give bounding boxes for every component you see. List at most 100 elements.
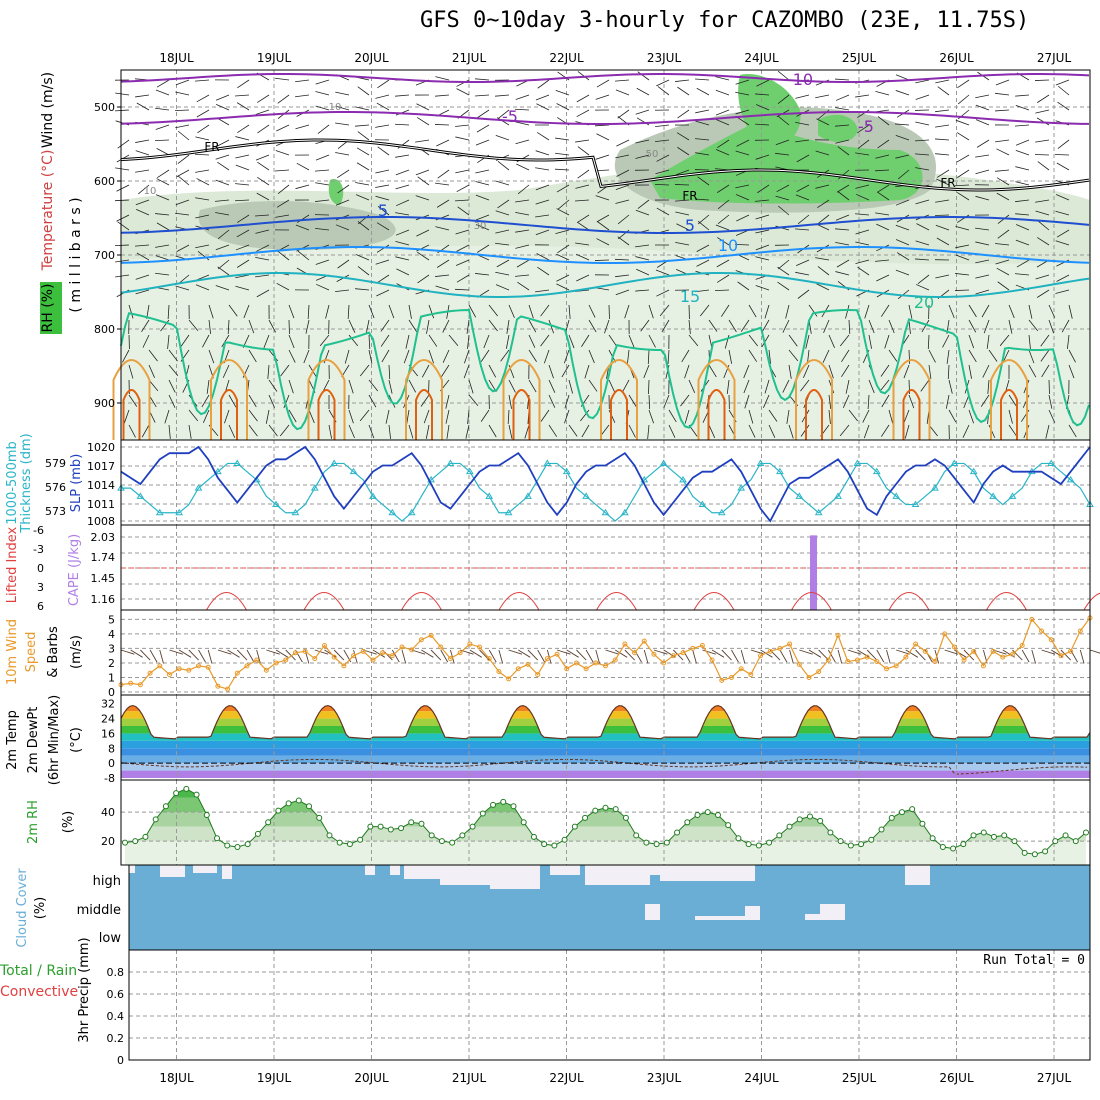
- thickness-point: [272, 500, 280, 508]
- wind-barb: [275, 150, 290, 156]
- wind-barb: [508, 394, 512, 409]
- wind-barb: [675, 199, 690, 202]
- thickness-tick: 573: [45, 505, 66, 518]
- wind-barb: [563, 349, 570, 364]
- wind-barb-10m: [508, 649, 523, 655]
- rh-point: [510, 803, 517, 810]
- wind-barb: [915, 121, 930, 126]
- rh-point: [152, 816, 159, 823]
- wind-barb: [584, 364, 590, 379]
- wind-barb: [617, 109, 630, 119]
- wind-barb: [697, 220, 710, 231]
- date-label-bottom: 25JUL: [842, 1071, 877, 1085]
- wind-barb: [135, 199, 150, 206]
- label-millibars: ( m i l l i b a r s ): [68, 197, 84, 312]
- wind-barb-10m: [198, 649, 206, 663]
- wind-barb: [795, 139, 810, 143]
- wind-barb: [681, 349, 690, 363]
- wind-barb: [176, 244, 190, 252]
- wind-barb: [516, 259, 530, 268]
- wind-barb: [255, 229, 270, 234]
- wind-barb: [855, 213, 870, 216]
- rh-point: [929, 835, 936, 842]
- wind-barb: [684, 364, 690, 379]
- wind-barb: [697, 176, 710, 186]
- wind-barb: [201, 394, 210, 408]
- wind-barb: [755, 104, 770, 111]
- wind-barb: [268, 394, 275, 408]
- wind-barb: [335, 122, 350, 126]
- rh-point: [306, 803, 313, 810]
- wind-barb-10m: [779, 649, 788, 663]
- wind-barb: [896, 252, 910, 261]
- wind-barb: [235, 244, 250, 251]
- thickness-point: [756, 459, 765, 466]
- wind-barb: [168, 424, 171, 439]
- rh-point: [490, 801, 497, 808]
- wind-speed-point: [457, 650, 463, 656]
- wind-speed-point: [467, 641, 473, 647]
- label-precip-total: Total / Rain: [0, 963, 77, 979]
- wind-barb: [788, 364, 792, 379]
- wind-barb: [748, 424, 756, 438]
- wind-barb: [995, 259, 1010, 265]
- wind-barb: [748, 304, 757, 318]
- temp-tick: 24: [101, 713, 115, 726]
- wind-barb: [1008, 424, 1018, 437]
- wind-barb: [196, 94, 210, 103]
- wind-barb: [935, 109, 950, 113]
- temp-tick: 8: [108, 742, 115, 755]
- wind-barb: [975, 154, 990, 158]
- wind-barb: [415, 139, 430, 143]
- wind-barb: [436, 139, 450, 147]
- wind-barb: [428, 304, 435, 319]
- wind-barb: [867, 394, 870, 409]
- wind-barb-10m: [624, 649, 635, 661]
- wind-barb-10m: [799, 649, 813, 655]
- cloud-mid-gap: [820, 904, 845, 920]
- wind-barb: [835, 124, 850, 127]
- wind-speed-point: [758, 653, 764, 659]
- wind-speed-point: [351, 653, 357, 659]
- wind-barb: [356, 162, 370, 171]
- wind-barb: [536, 103, 550, 111]
- wind-barb: [276, 282, 290, 291]
- temp-band: [121, 700, 1090, 704]
- wind-speed-point: [641, 638, 647, 644]
- wind-barb: [822, 349, 830, 363]
- lifted-index-curve: [401, 592, 442, 611]
- wind-barb-10m: [1021, 649, 1030, 663]
- wind-barb: [128, 304, 134, 319]
- wind-barb: [148, 364, 155, 378]
- wind-barb: [879, 379, 890, 392]
- wind-barb: [548, 424, 558, 437]
- thickness-point: [1008, 492, 1017, 499]
- wind-barb: [377, 79, 390, 89]
- wind-barb: [828, 364, 834, 379]
- wind-barb-10m: [518, 649, 531, 658]
- wind-barb: [555, 89, 570, 96]
- wind-bg: [121, 610, 1090, 695]
- cloud-tick: low: [99, 931, 122, 946]
- wind-barb-10m: [876, 649, 885, 663]
- wind-barb: [675, 79, 690, 82]
- wind-barb: [795, 121, 810, 126]
- precip-panel: 0.8 0.6 0.4 0.2 0 Run Total = 0: [107, 949, 1091, 1067]
- wind-barb: [480, 409, 490, 422]
- wind-speed-point: [186, 667, 192, 673]
- precip-bg: [129, 950, 1090, 1060]
- wind-barb: [355, 106, 370, 111]
- wind-barb: [435, 285, 450, 291]
- wind-barb: [243, 304, 250, 319]
- wind-barb: [695, 109, 710, 114]
- wind-barb: [406, 409, 410, 424]
- pressure-tick: 900: [94, 397, 115, 410]
- cloud-high-gap: [650, 865, 660, 875]
- wind-barb: [348, 319, 356, 333]
- wind-barb: [277, 94, 290, 104]
- wind-barb-10m: [731, 649, 739, 663]
- wind-barb: [257, 124, 270, 134]
- wind-barb: [624, 304, 630, 319]
- wind-barb: [455, 229, 470, 235]
- wind-barb: [857, 266, 870, 276]
